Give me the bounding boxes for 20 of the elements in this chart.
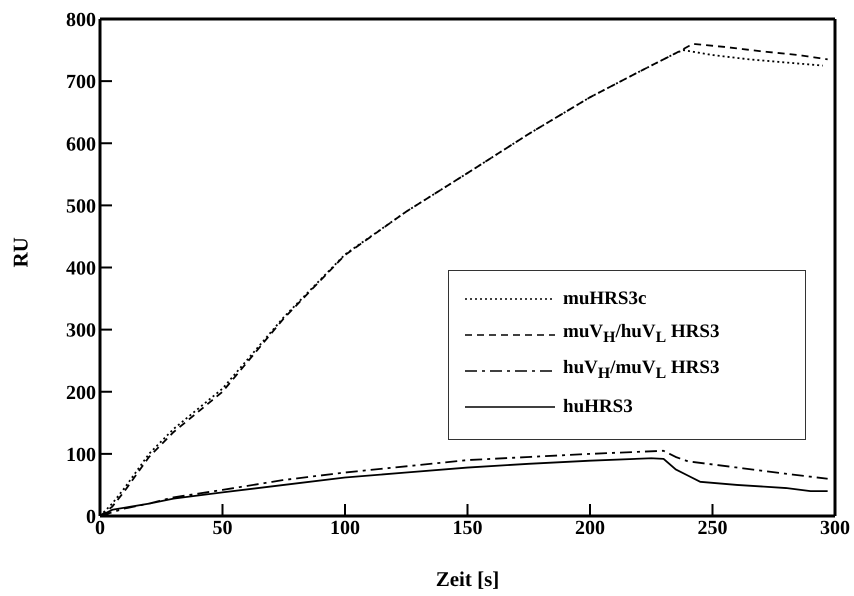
x-tick-label: 50 <box>212 517 232 540</box>
y-tick-label: 800 <box>66 9 96 32</box>
x-tick-label: 100 <box>330 517 360 540</box>
x-tick-label: 150 <box>452 517 482 540</box>
x-tick-label: 300 <box>820 517 850 540</box>
y-tick-label: 500 <box>66 195 96 218</box>
legend-label: huHRS3 <box>563 396 633 417</box>
legend-label: muHRS3c <box>563 288 646 309</box>
y-tick-label: 200 <box>66 382 96 404</box>
y-tick-label: 700 <box>66 71 96 94</box>
x-tick-label: 250 <box>698 517 728 540</box>
legend-label: huV$_{H}$/muV$_{L}$ HRS3 <box>563 357 720 384</box>
x-axis-title: Zeit [s] <box>436 567 500 591</box>
y-axis-title: RU <box>8 237 32 268</box>
y-tick-label: 300 <box>66 320 96 342</box>
y-tick-label: 600 <box>66 133 96 156</box>
legend-label: muV$_{H}$/huV$_{L}$ HRS3 <box>563 321 720 348</box>
y-tick-label: 100 <box>66 444 96 466</box>
x-tick-label: 200 <box>575 517 605 540</box>
y-tick-label: 400 <box>66 258 96 280</box>
